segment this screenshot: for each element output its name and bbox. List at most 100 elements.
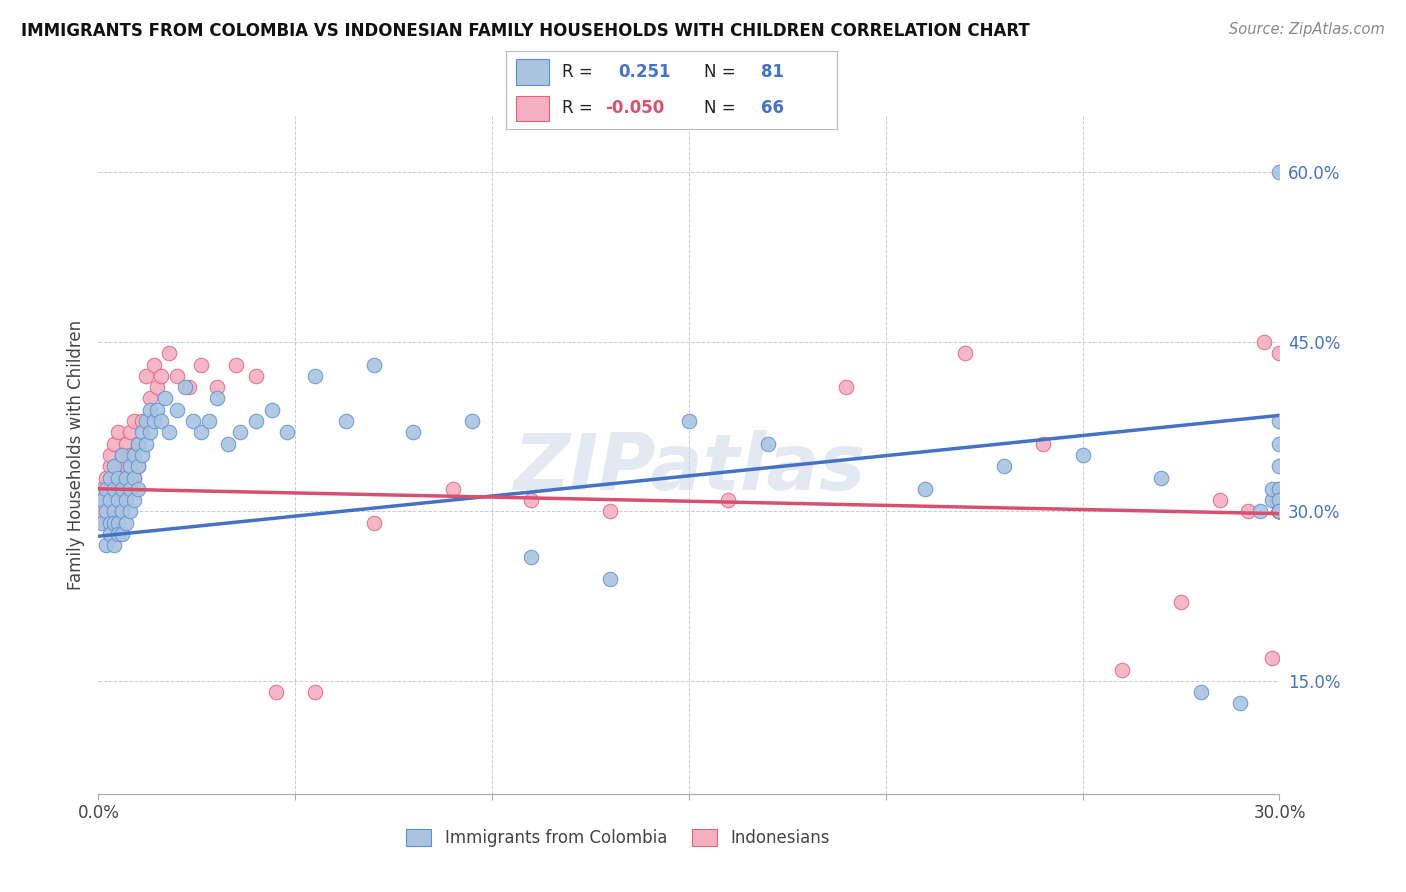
Bar bbox=[516, 95, 550, 121]
Text: 66: 66 bbox=[761, 99, 783, 117]
Point bbox=[122, 414, 145, 428]
Text: Source: ZipAtlas.com: Source: ZipAtlas.com bbox=[1229, 22, 1385, 37]
Point bbox=[107, 425, 129, 440]
Point bbox=[1253, 334, 1275, 349]
Point bbox=[96, 493, 118, 508]
Point bbox=[138, 402, 160, 417]
Point bbox=[245, 368, 267, 383]
Point bbox=[177, 380, 200, 394]
Point bbox=[107, 516, 129, 530]
Point bbox=[98, 482, 121, 496]
Point bbox=[155, 392, 177, 406]
Point bbox=[1268, 414, 1291, 428]
Point bbox=[131, 425, 153, 440]
Point bbox=[335, 414, 357, 428]
Point bbox=[115, 436, 138, 450]
Point bbox=[1264, 493, 1286, 508]
Point bbox=[229, 425, 252, 440]
Text: -0.050: -0.050 bbox=[605, 99, 665, 117]
Point bbox=[127, 436, 149, 450]
Point bbox=[118, 459, 141, 474]
Point bbox=[91, 493, 114, 508]
Point bbox=[98, 493, 121, 508]
Point bbox=[111, 448, 134, 462]
Point bbox=[363, 516, 385, 530]
Point bbox=[107, 527, 129, 541]
Point bbox=[363, 358, 385, 372]
Text: R =: R = bbox=[562, 99, 593, 117]
Bar bbox=[516, 59, 550, 85]
Point bbox=[96, 538, 118, 552]
Point bbox=[98, 459, 121, 474]
Point bbox=[103, 470, 125, 484]
Point bbox=[205, 392, 228, 406]
Point bbox=[111, 504, 134, 518]
Point bbox=[122, 448, 145, 462]
Point bbox=[166, 368, 188, 383]
Point bbox=[1071, 448, 1094, 462]
Point bbox=[225, 358, 247, 372]
Point bbox=[1268, 504, 1291, 518]
Point bbox=[103, 482, 125, 496]
Point bbox=[993, 459, 1015, 474]
Point bbox=[835, 380, 858, 394]
Point bbox=[205, 380, 228, 394]
Point bbox=[1268, 504, 1291, 518]
Text: R =: R = bbox=[562, 63, 593, 81]
Point bbox=[174, 380, 197, 394]
Point bbox=[166, 402, 188, 417]
Point bbox=[441, 482, 464, 496]
Point bbox=[135, 414, 157, 428]
Point bbox=[1111, 663, 1133, 677]
Point bbox=[118, 482, 141, 496]
Point bbox=[138, 425, 160, 440]
Point bbox=[135, 368, 157, 383]
Point bbox=[127, 459, 149, 474]
Point bbox=[190, 425, 212, 440]
Point bbox=[1268, 436, 1291, 450]
Point bbox=[1268, 482, 1291, 496]
Point bbox=[276, 425, 298, 440]
Text: N =: N = bbox=[704, 99, 735, 117]
Point bbox=[115, 493, 138, 508]
Point bbox=[1268, 504, 1291, 518]
Point bbox=[181, 414, 204, 428]
Point bbox=[599, 504, 621, 518]
Point bbox=[107, 459, 129, 474]
Point bbox=[1170, 595, 1192, 609]
Point bbox=[1268, 165, 1291, 179]
Point bbox=[103, 436, 125, 450]
Point bbox=[1150, 470, 1173, 484]
Point bbox=[678, 414, 700, 428]
Point bbox=[1268, 504, 1291, 518]
Point bbox=[1229, 697, 1251, 711]
Point bbox=[1268, 504, 1291, 518]
Point bbox=[107, 470, 129, 484]
Point bbox=[520, 493, 543, 508]
Point bbox=[197, 414, 219, 428]
Point bbox=[118, 425, 141, 440]
Point bbox=[103, 459, 125, 474]
Point bbox=[1260, 482, 1282, 496]
Point bbox=[131, 448, 153, 462]
Text: 0.251: 0.251 bbox=[619, 63, 671, 81]
Point bbox=[1268, 504, 1291, 518]
Point bbox=[756, 436, 779, 450]
Point bbox=[599, 572, 621, 586]
Point bbox=[96, 516, 118, 530]
Point bbox=[157, 425, 180, 440]
Point bbox=[96, 470, 118, 484]
Legend: Immigrants from Colombia, Indonesians: Immigrants from Colombia, Indonesians bbox=[399, 822, 837, 854]
Point bbox=[98, 470, 121, 484]
Point bbox=[1268, 493, 1291, 508]
Point bbox=[122, 470, 145, 484]
Text: IMMIGRANTS FROM COLOMBIA VS INDONESIAN FAMILY HOUSEHOLDS WITH CHILDREN CORRELATI: IMMIGRANTS FROM COLOMBIA VS INDONESIAN F… bbox=[21, 22, 1029, 40]
Point bbox=[111, 448, 134, 462]
Point bbox=[217, 436, 239, 450]
Point bbox=[953, 346, 976, 360]
Point bbox=[717, 493, 740, 508]
Point bbox=[1268, 346, 1291, 360]
Point bbox=[190, 358, 212, 372]
Point bbox=[96, 482, 118, 496]
Point bbox=[1268, 504, 1291, 518]
